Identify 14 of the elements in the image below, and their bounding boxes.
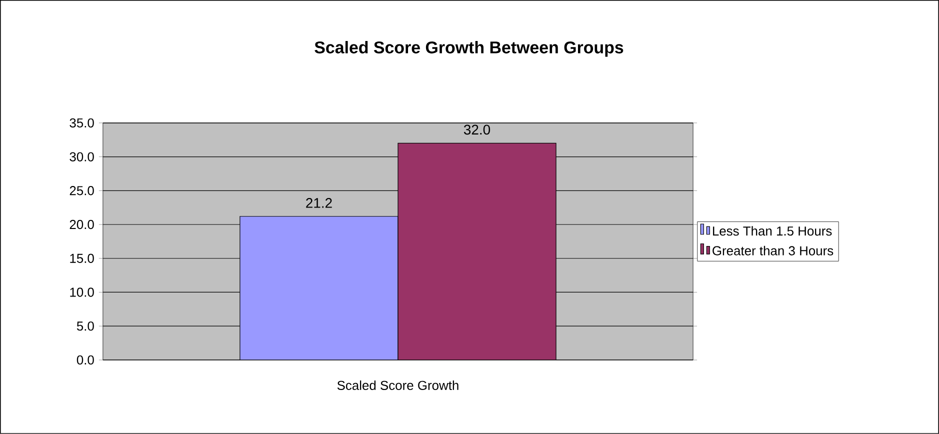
y-tick-label: 15.0 bbox=[70, 254, 94, 264]
y-tick-label: 25.0 bbox=[70, 186, 94, 196]
chart-title: Scaled Score Growth Between Groups bbox=[314, 41, 624, 57]
y-tick-label: 35.0 bbox=[70, 118, 94, 128]
data-label: 21.2 bbox=[306, 198, 332, 208]
legend-label: Greater than 3 Hours bbox=[712, 246, 834, 256]
y-tick-label: 5.0 bbox=[76, 322, 94, 331]
legend-label: Less Than 1.5 Hours bbox=[713, 226, 832, 236]
data-label: 32.0 bbox=[464, 124, 490, 135]
x-tick-label: Scaled Score Growth bbox=[337, 380, 458, 390]
y-tick-label: 10.0 bbox=[70, 288, 94, 297]
y-tick-label: 30.0 bbox=[70, 152, 94, 162]
y-tick-label: 20.0 bbox=[70, 220, 94, 230]
y-tick-label: 0.0 bbox=[76, 355, 94, 365]
